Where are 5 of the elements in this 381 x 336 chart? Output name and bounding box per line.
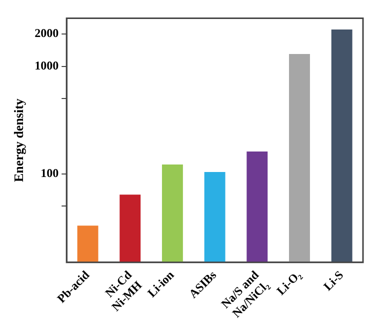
y-tick-label: 100 [40,166,59,180]
x-tick-label: Li-S [320,268,346,294]
y-axis-title: Energy density [11,98,26,182]
y-tick-label: 1000 [34,58,59,72]
y-tick-label: 2000 [34,26,59,40]
